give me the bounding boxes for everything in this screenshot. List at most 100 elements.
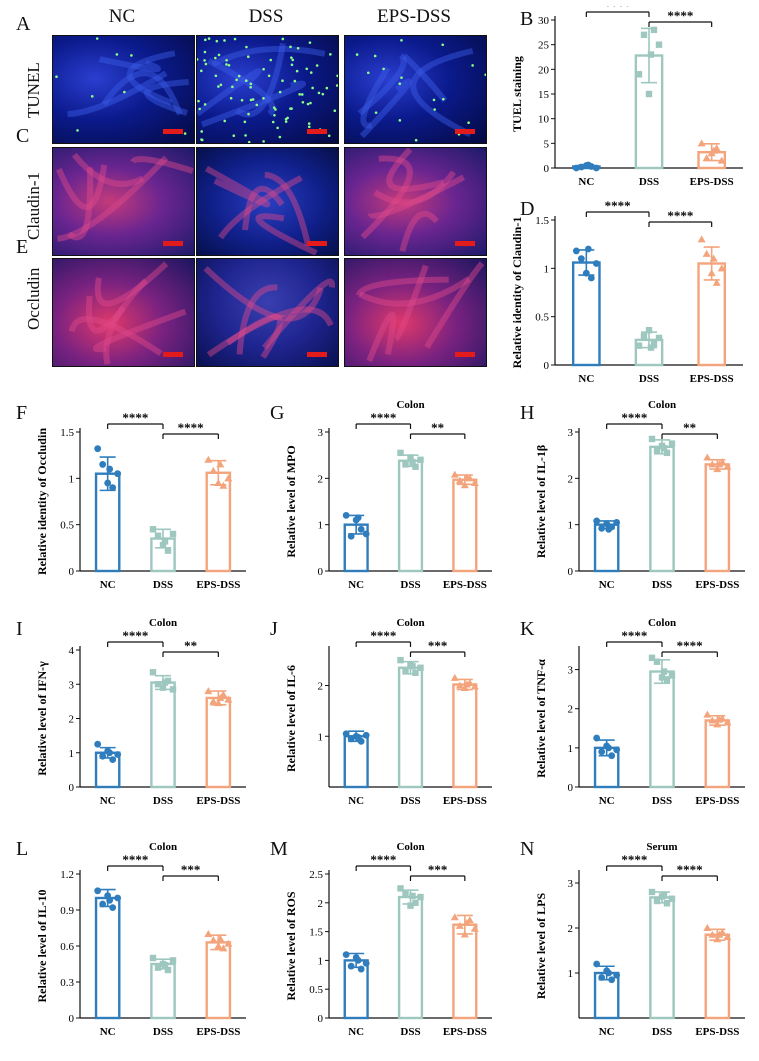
data-point-H-2-2	[713, 465, 722, 473]
y-axis-label-G: Relative level of MPO	[284, 445, 298, 557]
data-point-G-1-1	[402, 461, 409, 468]
y-tick-label-M-3: 1.5	[309, 927, 323, 939]
panel-letter-M: M	[270, 838, 288, 860]
x-tick-label-M-2: EPS-DSS	[443, 1026, 487, 1038]
data-point-D-1-2	[645, 327, 653, 334]
panel-letter-J: J	[270, 618, 278, 640]
y-tick-label-H-1: 1	[568, 520, 574, 532]
bar-L-2	[205, 941, 232, 1020]
data-point-H-1-1	[653, 447, 661, 454]
y-tick-label-B-6: 30	[538, 15, 550, 27]
x-tick-label-F-1: DSS	[153, 579, 173, 591]
y-tick-label-J-1: 2	[318, 681, 324, 693]
data-point-N-2-1	[708, 930, 717, 938]
data-point-M-1-0	[397, 885, 404, 892]
y-tick-label-N-2: 3	[568, 878, 574, 890]
bar-M-1	[397, 895, 424, 1020]
y-tick-label-B-2: 10	[538, 114, 550, 126]
y-axis-label-B: TUEL staining	[510, 56, 524, 132]
data-point-F-2-2	[214, 478, 223, 486]
x-tick-label-K-0: NC	[599, 795, 615, 807]
significance-label-N-1: ****	[677, 862, 703, 877]
x-tick-label-I-1: DSS	[153, 795, 173, 807]
chart-B: 0 5 10 15 20 25 30 TUEL staining NC DSS EPS-DSS ***…	[510, 6, 743, 188]
micrograph-texture-tunel-1	[197, 37, 338, 143]
data-point-B-0-4	[592, 164, 600, 172]
y-tick-label-N-1: 2	[568, 923, 574, 935]
y-axis-label-J: Relative level of IL-6	[284, 665, 298, 772]
significance-bracket-B-0	[585, 11, 650, 17]
data-point-K-0-0	[593, 734, 601, 742]
bar-G-1	[397, 459, 424, 573]
y-tick-label-I-1: 1	[69, 748, 75, 760]
x-tick-label-B-0: NC	[578, 176, 594, 188]
row-label-tunel: TUNEL	[24, 62, 43, 118]
y-tick-label-H-0: 0	[568, 566, 574, 578]
panel-letter-K: K	[520, 618, 535, 640]
y-tick-label-M-0: 0	[318, 1013, 324, 1025]
significance-label-D-1: ****	[667, 208, 693, 223]
row-label-occludin: Occludin	[24, 267, 43, 330]
scale-bar-claudin-2	[455, 241, 475, 246]
data-point-G-1-2	[407, 454, 414, 461]
data-point-B-1-5	[647, 51, 655, 58]
micrograph-occludin-2	[344, 258, 487, 367]
y-tick-label-L-3: 0.9	[60, 905, 74, 917]
data-point-F-1-4	[169, 530, 177, 538]
significance-bracket-G-0	[355, 423, 412, 429]
data-point-G-0-1	[347, 532, 355, 540]
y-axis-label-F: Relative identity of Occludin	[35, 428, 49, 575]
x-tick-label-K-1: DSS	[652, 795, 672, 807]
data-point-L-0-3	[109, 904, 117, 911]
data-point-K-2-4	[723, 718, 732, 726]
chart-title-L: Colon	[149, 841, 177, 853]
significance-label-G-1: **	[431, 420, 444, 435]
data-point-I-0-4	[114, 751, 122, 758]
data-point-F-2-1	[209, 466, 218, 474]
data-point-D-0-2	[582, 269, 590, 277]
data-point-H-1-3	[663, 449, 671, 457]
data-point-J-0-0	[342, 730, 350, 738]
x-tick-label-I-2: EPS-DSS	[196, 795, 240, 807]
scale-bar-tunel-1	[307, 129, 327, 134]
data-point-B-1-4	[655, 41, 663, 48]
significance-bracket-N-1	[661, 875, 718, 881]
x-tick-label-M-1: DSS	[400, 1026, 420, 1038]
data-point-K-1-5	[660, 668, 668, 675]
data-point-L-0-5	[106, 897, 114, 904]
y-tick-label-B-5: 25	[538, 40, 550, 52]
data-point-J-1-4	[417, 664, 424, 671]
data-point-F-1-1	[154, 532, 162, 539]
bar-J-1	[397, 666, 424, 789]
data-point-D-1-4	[655, 334, 663, 342]
data-point-M-1-5	[409, 892, 416, 900]
data-point-D-0-3	[587, 274, 595, 282]
data-point-F-2-4	[224, 474, 233, 482]
x-tick-label-L-0: NC	[100, 1026, 116, 1038]
x-tick-label-G-0: NC	[348, 579, 364, 591]
data-point-N-1-4	[668, 895, 676, 902]
y-axis-label-H: Relative level of IL-1β	[534, 445, 548, 558]
data-point-J-2-4	[470, 682, 479, 690]
panel-letter-L: L	[16, 838, 29, 860]
bar-G-2	[452, 478, 478, 573]
data-point-F-1-5	[161, 538, 169, 545]
data-point-K-1-1	[653, 658, 661, 665]
data-point-B-2-5	[709, 146, 718, 154]
data-point-D-0-1	[577, 255, 585, 263]
y-axis-label-K: Relative level of TNF-α	[534, 659, 548, 778]
data-point-I-2-0	[204, 687, 213, 695]
data-point-L-1-0	[149, 954, 157, 962]
data-point-H-1-0	[648, 435, 656, 443]
scale-bar-occludin-0	[163, 352, 183, 357]
x-tick-label-F-0: NC	[100, 579, 116, 591]
significance-bracket-D-0	[585, 211, 650, 217]
data-point-H-0-1	[598, 524, 606, 532]
data-point-F-0-4	[114, 470, 122, 478]
data-point-I-1-4	[169, 686, 177, 693]
data-point-H-0-0	[593, 517, 601, 525]
data-point-N-1-5	[660, 892, 668, 899]
data-point-M-1-4	[417, 893, 424, 901]
data-point-I-1-2	[159, 684, 167, 691]
data-point-M-0-5	[354, 957, 362, 964]
